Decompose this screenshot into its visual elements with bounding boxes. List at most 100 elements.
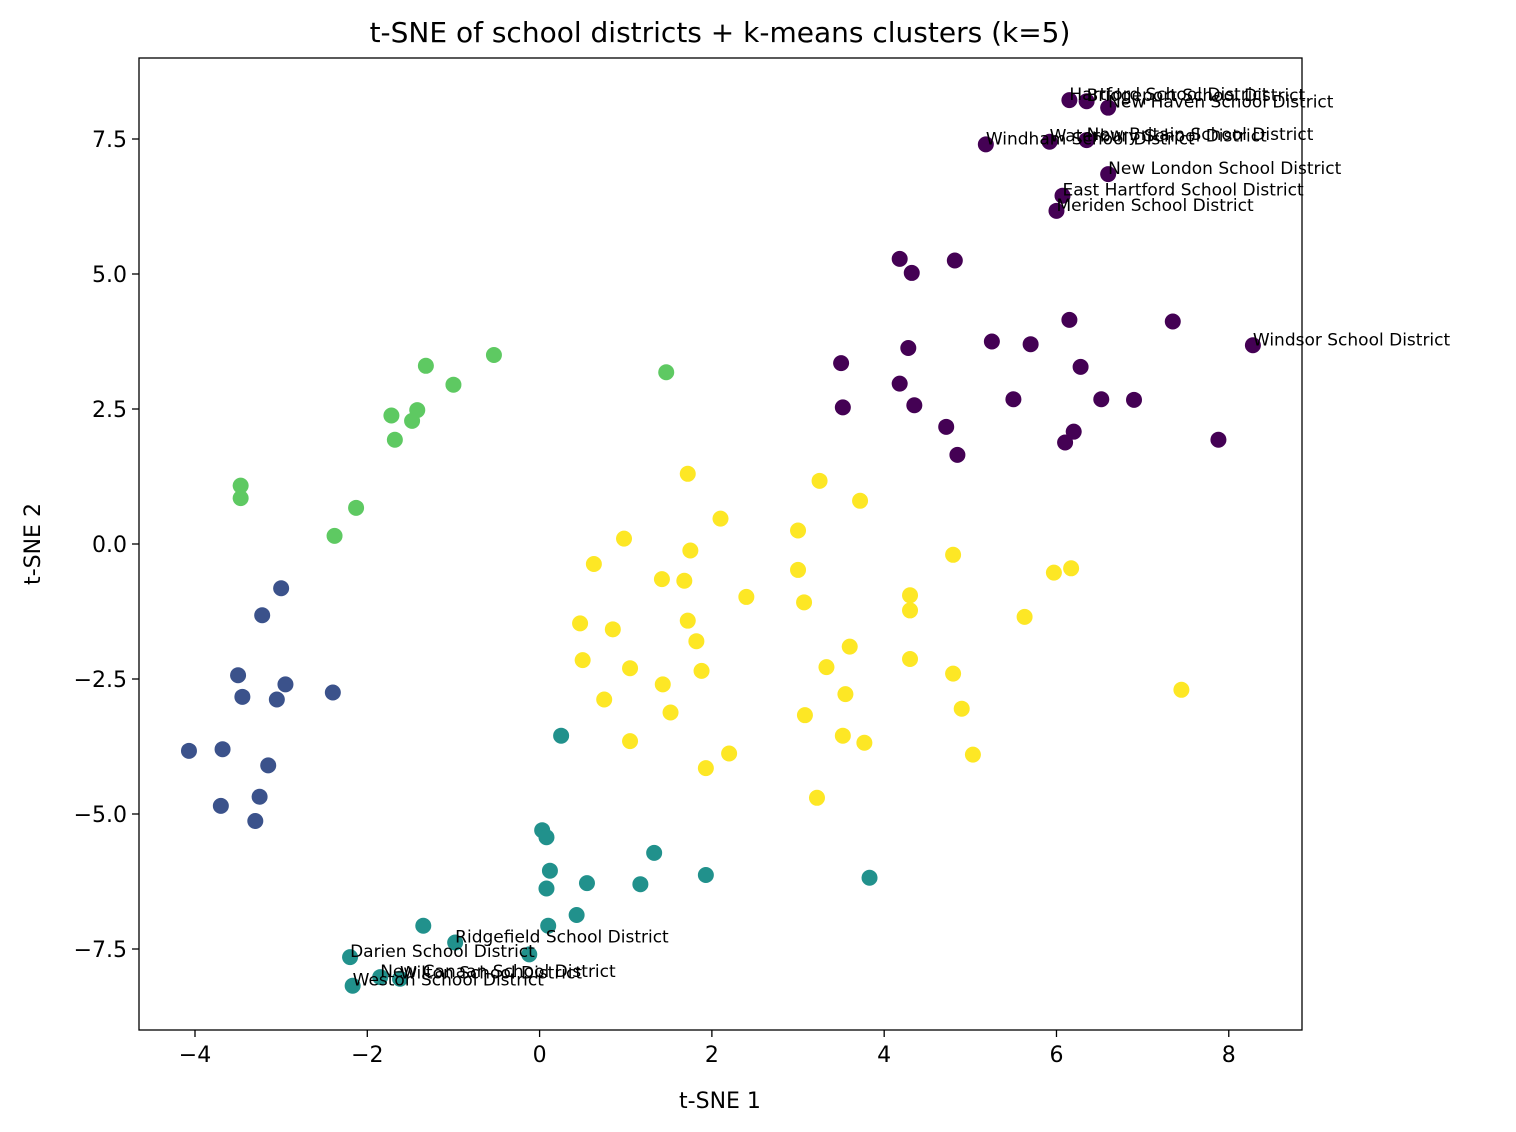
data-point	[232, 477, 249, 494]
x-tick-label: 4	[877, 1043, 891, 1068]
point-annotation: New Haven School District	[1108, 93, 1334, 113]
y-axis-label: t-SNE 2	[21, 503, 46, 585]
data-point	[676, 572, 693, 589]
data-point	[1061, 92, 1078, 109]
x-tick-label: 2	[705, 1043, 719, 1068]
data-point	[485, 347, 502, 363]
data-point	[260, 757, 277, 774]
plot-area-frame	[138, 57, 1303, 1031]
data-points	[180, 92, 1261, 994]
data-point	[852, 492, 869, 509]
data-point	[540, 917, 557, 934]
point-annotation: Ridgefield School District	[455, 928, 669, 948]
y-tick-label: −2.5	[74, 668, 127, 693]
point-annotation: Bridgeport School District	[1087, 86, 1306, 106]
data-point	[1048, 202, 1065, 219]
point-annotation: Darien School District	[350, 942, 535, 962]
x-axis-label: t-SNE 1	[679, 1089, 761, 1114]
data-point	[712, 510, 729, 527]
data-point	[945, 546, 962, 563]
data-point	[891, 250, 908, 267]
data-point	[721, 745, 738, 762]
x-tick-label: 8	[1222, 1043, 1236, 1068]
data-point	[841, 638, 858, 655]
data-point	[447, 934, 464, 951]
data-point	[273, 580, 290, 597]
y-tick-label: 0.0	[92, 533, 127, 558]
data-point	[653, 571, 670, 588]
data-point	[833, 355, 850, 372]
data-point	[324, 684, 341, 701]
data-point	[796, 594, 813, 611]
data-point	[383, 407, 400, 424]
data-point	[622, 733, 639, 750]
chart-title: t-SNE of school districts + k-means clus…	[370, 16, 1071, 49]
data-point	[1173, 681, 1190, 698]
point-annotation: Windsor School District	[1253, 330, 1451, 350]
point-annotation: Wilton School District	[400, 964, 582, 984]
data-point	[553, 727, 570, 744]
data-point	[654, 676, 671, 693]
data-point	[790, 522, 807, 539]
data-point	[180, 742, 197, 759]
point-annotation: Meriden School District	[1056, 196, 1254, 216]
data-point	[268, 691, 285, 708]
data-point	[1072, 358, 1089, 375]
data-point	[688, 633, 705, 650]
data-point	[1041, 133, 1058, 150]
data-point	[945, 665, 962, 682]
data-point	[1054, 187, 1071, 204]
point-annotation: Weston School District	[353, 971, 545, 991]
data-point	[1093, 391, 1110, 408]
data-point	[616, 530, 633, 547]
data-point	[538, 880, 555, 897]
y-axis-ticks: −7.5 −5.0 −2.5 0.0 2.5 5.0 7.5	[74, 128, 139, 963]
point-annotation: New Canaan School District	[380, 962, 616, 982]
data-point	[596, 691, 613, 708]
point-annotation: Hartford School District	[1069, 85, 1268, 105]
data-point	[392, 970, 409, 987]
data-point	[983, 333, 1000, 350]
x-axis-ticks: −4 −2 0 2 4 6 8	[179, 1030, 1236, 1068]
data-point	[541, 862, 558, 879]
y-tick-label: −7.5	[74, 938, 127, 963]
data-point	[808, 789, 825, 806]
data-point	[415, 917, 432, 934]
data-point	[1061, 311, 1078, 328]
data-point	[906, 397, 923, 414]
y-tick-label: −5.0	[74, 803, 127, 828]
data-point	[578, 875, 595, 892]
data-point	[344, 977, 361, 994]
data-point	[417, 357, 434, 374]
point-annotation: East Hartford School District	[1063, 181, 1304, 201]
data-point	[946, 252, 963, 269]
data-point	[1005, 391, 1022, 408]
data-point	[964, 746, 981, 763]
data-point	[682, 542, 699, 559]
data-point	[861, 869, 878, 886]
point-annotation: New London School District	[1108, 159, 1341, 179]
data-point	[251, 788, 268, 805]
data-point	[679, 465, 696, 482]
data-point	[1100, 166, 1117, 183]
data-point	[902, 587, 919, 604]
data-point	[662, 704, 679, 721]
data-point	[247, 813, 264, 830]
data-point	[568, 906, 585, 923]
data-point	[949, 446, 966, 463]
data-point	[342, 949, 359, 966]
data-point	[1063, 560, 1080, 577]
data-point	[445, 376, 462, 393]
data-point	[326, 527, 343, 544]
x-tick-label: −2	[351, 1043, 383, 1068]
data-point	[891, 375, 908, 392]
data-point	[977, 136, 994, 153]
data-point	[790, 561, 807, 578]
data-point	[903, 264, 920, 281]
data-point	[277, 676, 294, 693]
data-point	[386, 431, 403, 448]
data-point	[234, 688, 251, 705]
y-tick-label: 2.5	[92, 398, 127, 423]
